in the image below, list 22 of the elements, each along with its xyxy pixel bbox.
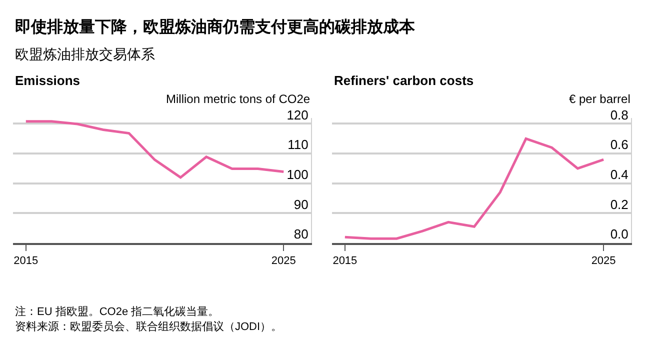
- text: 欧盟炼油排放交易体系: [15, 46, 155, 62]
- x-tick-label: 2015: [332, 255, 358, 268]
- text: 资料来源：欧盟委员会、联合组织数据倡议（JODI）。: [15, 320, 282, 333]
- x-tick-label: 2015: [14, 255, 38, 268]
- y-tick-label: 110: [288, 137, 308, 152]
- y-tick-label: 120: [286, 107, 308, 122]
- text: 即使排放量下降，欧盟炼油商仍需支付更高的碳排放成本: [15, 17, 416, 36]
- y-tick-label: 0.8: [610, 107, 628, 122]
- chart-title: Emissions: [15, 73, 80, 88]
- x-tick-label: 2025: [591, 255, 616, 268]
- y-tick-label: 0.4: [610, 166, 628, 182]
- y-axis-title: € per barrel: [569, 92, 630, 106]
- y-tick-label: 80: [294, 226, 308, 242]
- y-axis-title: Million metric tons of CO2e: [166, 92, 310, 106]
- y-tick-label: 90: [294, 196, 308, 212]
- y-tick-label: 0.2: [610, 196, 628, 212]
- x-tick-label: 2025: [271, 255, 296, 268]
- y-tick-label: 0.6: [610, 137, 628, 152]
- text: 注：EU 指欧盟。CO2e 指二氧化碳当量。: [15, 305, 220, 318]
- y-tick-label: 100: [286, 166, 308, 182]
- chart-title: Refiners' carbon costs: [334, 73, 474, 88]
- y-tick-label: 0.0: [610, 226, 628, 242]
